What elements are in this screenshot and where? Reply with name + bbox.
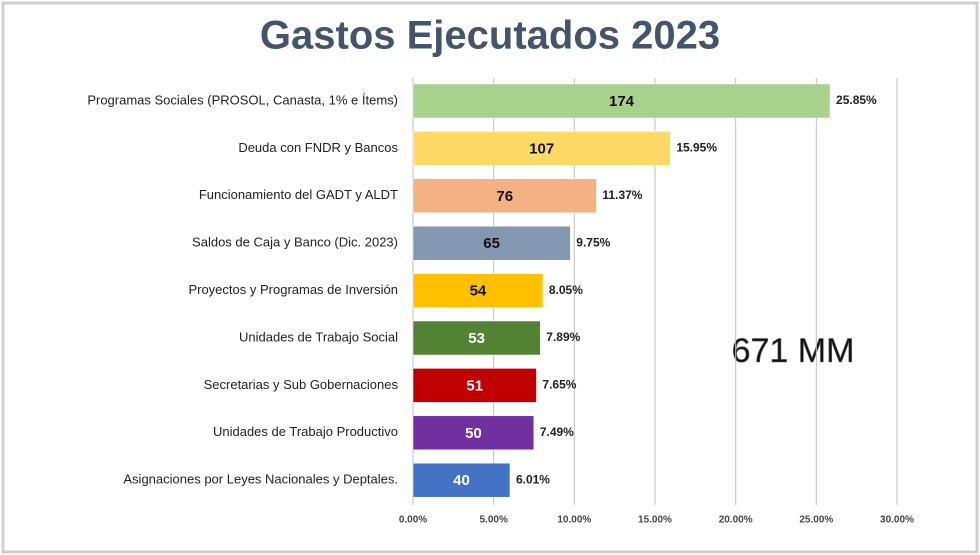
amount-label: 51 bbox=[466, 377, 483, 394]
value-label: 9.75% bbox=[576, 235, 610, 249]
bar bbox=[412, 273, 544, 308]
y-tick-label: Deuda con FNDR y Bancos bbox=[238, 140, 398, 155]
value-label: 11.37% bbox=[602, 188, 642, 202]
x-tick-label: 30.00% bbox=[880, 515, 914, 526]
amount-label: 54 bbox=[470, 283, 487, 300]
y-tick-label: Programas Sociales (PROSOL, Canasta, 1% … bbox=[87, 92, 398, 107]
amount-label: 65 bbox=[483, 235, 500, 252]
bar bbox=[412, 320, 541, 356]
bar bbox=[412, 462, 511, 498]
value-label: 15.95% bbox=[676, 141, 717, 155]
bar bbox=[412, 415, 535, 451]
bar bbox=[412, 368, 537, 403]
y-tick-label: Proyectos y Programas de Inversión bbox=[188, 282, 398, 297]
bar bbox=[412, 83, 831, 119]
value-label: 25.85% bbox=[836, 93, 877, 107]
bar bbox=[412, 178, 597, 214]
bar bbox=[412, 225, 571, 261]
x-tick-label: 20.00% bbox=[719, 515, 753, 526]
bar bbox=[412, 131, 671, 166]
y-tick-label: Secretarias y Sub Gobernaciones bbox=[204, 377, 399, 392]
y-tick-label: Unidades de Trabajo Social bbox=[239, 329, 398, 344]
value-label: 8.05% bbox=[549, 283, 583, 297]
value-label: 7.89% bbox=[546, 330, 580, 344]
value-label: 7.49% bbox=[540, 425, 574, 439]
amount-label: 50 bbox=[465, 425, 482, 442]
y-tick-label: Funcionamiento del GADT y ALDT bbox=[199, 187, 398, 202]
value-label: 6.01% bbox=[516, 472, 550, 486]
value-label: 7.65% bbox=[542, 378, 576, 392]
y-tick-label: Unidades de Trabajo Productivo bbox=[213, 424, 398, 439]
amount-label: 40 bbox=[453, 472, 470, 489]
amount-label: 76 bbox=[496, 188, 513, 205]
x-tick-label: 15.00% bbox=[638, 515, 672, 526]
annotation: 671 MM bbox=[732, 332, 855, 370]
x-tick-label: 5.00% bbox=[479, 515, 507, 526]
x-tick-label: 10.00% bbox=[557, 515, 591, 526]
y-tick-label: Asignaciones por Leyes Nacionales y Dept… bbox=[123, 472, 398, 487]
amount-label: 53 bbox=[468, 330, 485, 347]
amount-label: 107 bbox=[529, 140, 554, 157]
chart-title: Gastos Ejecutados 2023 bbox=[260, 14, 720, 58]
y-tick-label: Saldos de Caja y Banco (Dic. 2023) bbox=[192, 235, 398, 250]
amount-label: 174 bbox=[609, 93, 635, 110]
x-tick-label: 25.00% bbox=[799, 515, 833, 526]
x-tick-label: 0.00% bbox=[399, 515, 427, 526]
